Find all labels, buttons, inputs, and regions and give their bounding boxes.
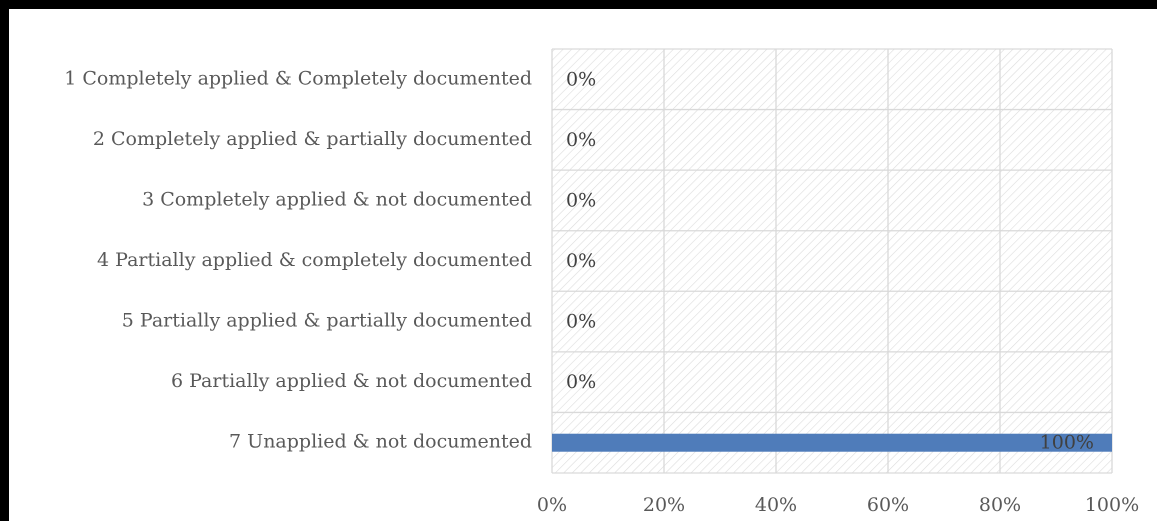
data-label: 0% [566, 189, 596, 211]
x-tick-labels: 0% 20% 40% 60% 80% 100% [537, 494, 1139, 516]
bar [552, 433, 1112, 452]
data-label: 100% [1040, 432, 1094, 454]
x-tick-label: 60% [867, 494, 909, 516]
category-label: 7 Unapplied & not documented [229, 431, 532, 453]
category-label: 6 Partially applied & not documented [171, 370, 532, 392]
data-label: 0% [566, 371, 596, 393]
bar-chart: 1 Completely applied & Completely docume… [64, 48, 1139, 516]
category-label: 3 Completely applied & not documented [142, 188, 532, 210]
category-label: 4 Partially applied & completely documen… [97, 249, 532, 271]
x-tick-label: 0% [537, 494, 567, 516]
x-tick-label: 20% [643, 494, 685, 516]
data-label: 0% [566, 311, 596, 333]
x-tick-label: 40% [755, 494, 797, 516]
x-tick-label: 100% [1085, 494, 1139, 516]
category-label: 1 Completely applied & Completely docume… [64, 67, 532, 89]
plot-area [552, 49, 1112, 473]
data-labels: 0% 0% 0% 0% 0% 0% 100% [566, 68, 1094, 453]
data-label: 0% [566, 68, 596, 90]
x-tick-label: 80% [979, 494, 1021, 516]
gridlines [551, 48, 1113, 474]
bars [552, 433, 1112, 452]
data-label: 0% [566, 250, 596, 272]
data-label: 0% [566, 129, 596, 151]
category-label: 5 Partially applied & partially document… [122, 310, 532, 332]
category-label: 2 Completely applied & partially documen… [93, 128, 532, 150]
category-labels: 1 Completely applied & Completely docume… [64, 67, 532, 452]
